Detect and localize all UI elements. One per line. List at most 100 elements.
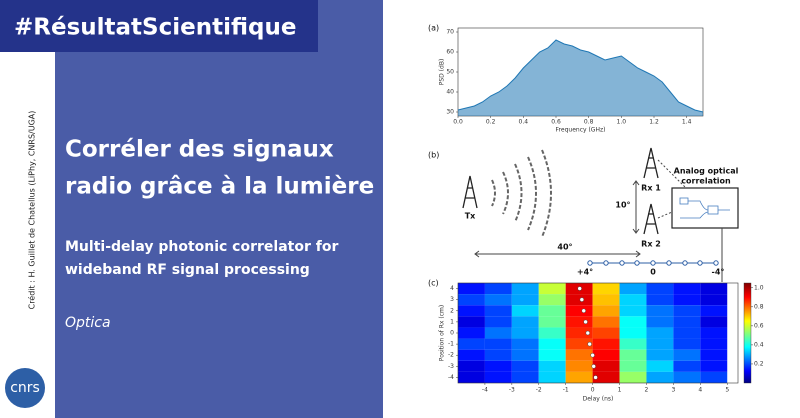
heat-cell <box>673 327 701 339</box>
y-tick-label: 4 <box>450 285 454 292</box>
waves <box>491 149 552 238</box>
y-tick-label: 40 <box>446 89 454 96</box>
heat-cell <box>511 294 539 306</box>
peak-dot <box>579 297 585 302</box>
title-line: Corréler des signaux <box>65 137 334 163</box>
heat-cell <box>619 349 647 361</box>
array-dot <box>587 260 593 266</box>
array-dot <box>666 260 672 266</box>
position-label: +4° <box>577 268 593 277</box>
spacing-label: 10° <box>615 201 630 210</box>
heat-cell <box>592 360 620 372</box>
heat-cell <box>592 349 620 361</box>
heat-cell <box>619 283 647 295</box>
x-tick-label: 1 <box>618 387 622 394</box>
hashtag: #RésultatScientifique <box>14 15 296 41</box>
y-tick-label: 0 <box>450 330 454 337</box>
heat-cell <box>700 327 728 339</box>
heat-cell <box>646 349 674 361</box>
colorbar-tick-label: 1.0 <box>754 284 764 291</box>
colorbar-tick-label: 0.8 <box>754 303 764 310</box>
x-tick-label: 3 <box>671 387 675 394</box>
colorbar-tick-label: 0.4 <box>754 341 764 348</box>
peak-dot <box>585 330 590 336</box>
heat-cell <box>565 349 593 361</box>
x-tick-label: 0.4 <box>519 119 529 126</box>
heat-cell <box>619 305 647 317</box>
heat-cell <box>592 371 620 383</box>
heat-cell <box>538 294 566 306</box>
subtitle-line: Multi-delay photonic correlator for <box>65 239 338 255</box>
heat-cell <box>458 283 485 295</box>
journal: Optica <box>65 315 111 331</box>
heat-cell <box>458 294 485 306</box>
heat-cell <box>673 360 701 372</box>
heat-cell <box>511 327 539 339</box>
heat-cell <box>458 349 485 361</box>
heat-cell <box>458 316 485 328</box>
colorbar <box>743 282 752 384</box>
y-tick-label: 2 <box>450 307 454 314</box>
plots: 0.0 0.2 0.4 0.6 0.8 1.0 1.2 1.43040506070Freque… <box>439 27 764 403</box>
x-tick-label: 1.0 <box>617 119 627 126</box>
diagram: Tx Rx 1 Rx 2 Analog optical correlation … <box>462 147 739 282</box>
box-title: correlation <box>681 177 731 186</box>
rx2-label: Rx 2 <box>641 240 661 249</box>
heat-cell <box>511 305 539 317</box>
x-tick-label: 1.2 <box>649 119 659 126</box>
heat-cell <box>619 316 647 328</box>
correlator-box <box>671 187 739 229</box>
y-tick-label: 50 <box>446 69 454 76</box>
heat-cell <box>619 371 647 383</box>
logo-circle <box>5 368 45 408</box>
box-title: Analog optical <box>674 167 739 176</box>
heat-cell <box>673 338 701 350</box>
y-tick-label: 1 <box>450 318 454 325</box>
x-tick-label: -4 <box>482 387 488 394</box>
x-tick-label: 4 <box>698 387 702 394</box>
heat-cell <box>592 316 620 328</box>
x-tick-label: 0.2 <box>486 119 496 126</box>
y-tick-label: 3 <box>450 296 454 303</box>
y-tick-label: -1 <box>448 341 454 348</box>
heat-cell <box>700 371 728 383</box>
peak-dot <box>591 364 596 369</box>
tower <box>643 203 659 235</box>
tower <box>643 147 659 179</box>
spacing-arrow <box>632 180 640 234</box>
heat-cell <box>700 283 728 295</box>
x-tick-label: -2 <box>536 387 542 394</box>
colorbar-tick-label: 0.2 <box>754 360 764 367</box>
x-tick-label: 5 <box>725 387 729 394</box>
heat-cell <box>458 371 485 383</box>
heat-cell <box>565 338 593 350</box>
correlator-schematic <box>679 197 730 219</box>
heat-cell <box>484 294 512 306</box>
heat-cell <box>565 305 593 317</box>
y-tick-label: 30 <box>446 109 454 116</box>
colorbar-tick-label: 0.6 <box>754 322 764 329</box>
logo: cnrs <box>10 380 40 396</box>
heat-cell <box>565 316 593 328</box>
heat-cell <box>538 305 566 317</box>
y-tick-label: 60 <box>446 49 454 56</box>
wave <box>541 149 552 238</box>
heat-cell <box>538 371 566 383</box>
heat-cell <box>538 360 566 372</box>
y-tick-label: -4 <box>448 374 454 381</box>
heat-cell <box>538 349 566 361</box>
heat-cell <box>592 294 620 306</box>
array <box>587 260 719 266</box>
heat-cell <box>673 316 701 328</box>
heat-cell <box>646 283 674 295</box>
heat-cell <box>458 360 485 372</box>
heat-cell <box>646 316 674 328</box>
panel-labels: (a) (b) (c) <box>428 24 439 288</box>
heat-cell <box>511 371 539 383</box>
heat-cell <box>646 338 674 350</box>
heat-cell <box>673 305 701 317</box>
x-tick-label: 1.4 <box>682 119 692 126</box>
x-tick-label: 2 <box>645 387 649 394</box>
heat-cell <box>538 327 566 339</box>
panel-label: (a) <box>428 24 439 33</box>
